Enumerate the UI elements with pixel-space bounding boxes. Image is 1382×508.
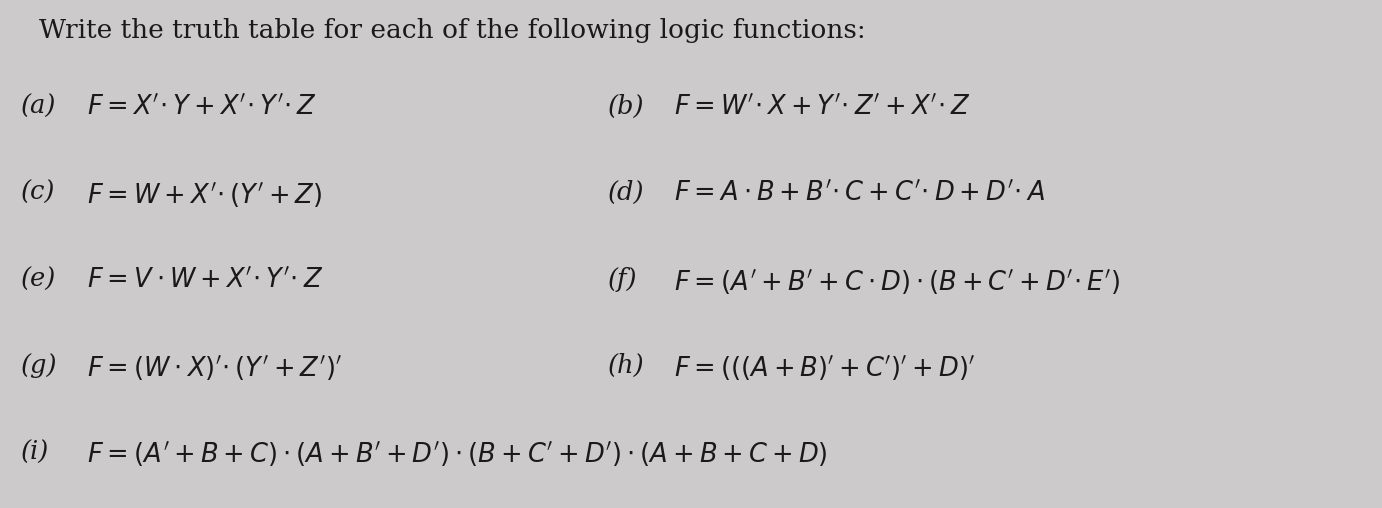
Text: $F = W'\!\cdot X + Y'\!\cdot Z' + X'\!\cdot Z$: $F = W'\!\cdot X + Y'\!\cdot Z' + X'\!\c… [674, 94, 972, 119]
Text: $F = A\cdot B + B'\!\cdot C + C'\!\cdot D + D'\!\cdot A$: $F = A\cdot B + B'\!\cdot C + C'\!\cdot … [674, 180, 1045, 205]
Text: (i): (i) [21, 439, 48, 464]
Text: $F = (A' + B + C)\cdot (A + B' + D')\cdot (B + C' + D')\cdot (A + B + C + D)$: $F = (A' + B + C)\cdot (A + B' + D')\cdo… [87, 439, 828, 468]
Text: $F = X'\!\cdot Y + X'\!\cdot Y'\!\cdot Z$: $F = X'\!\cdot Y + X'\!\cdot Y'\!\cdot Z… [87, 94, 316, 119]
Text: (h): (h) [608, 353, 645, 378]
Text: $F = (((A + B)' + C')' + D)'$: $F = (((A + B)' + C')' + D)'$ [674, 353, 976, 382]
Text: $F = (W\cdot X)'\!\cdot (Y' + Z')'$: $F = (W\cdot X)'\!\cdot (Y' + Z')'$ [87, 353, 343, 382]
Text: (c): (c) [21, 180, 55, 205]
Text: Write the truth table for each of the following logic functions:: Write the truth table for each of the fo… [39, 18, 865, 43]
Text: $F = V\cdot W + X'\!\cdot Y'\!\cdot Z$: $F = V\cdot W + X'\!\cdot Y'\!\cdot Z$ [87, 267, 323, 292]
Text: (e): (e) [21, 267, 57, 292]
Text: (f): (f) [608, 267, 637, 292]
Text: (d): (d) [608, 180, 644, 205]
Text: $F = W + X'\!\cdot (Y' + Z)$: $F = W + X'\!\cdot (Y' + Z)$ [87, 180, 322, 209]
Text: (a): (a) [21, 94, 57, 119]
Text: $F = (A' + B' + C\cdot D)\cdot (B + C' + D'\!\cdot E')$: $F = (A' + B' + C\cdot D)\cdot (B + C' +… [674, 267, 1121, 296]
Text: (g): (g) [21, 353, 57, 378]
Text: (b): (b) [608, 94, 644, 119]
